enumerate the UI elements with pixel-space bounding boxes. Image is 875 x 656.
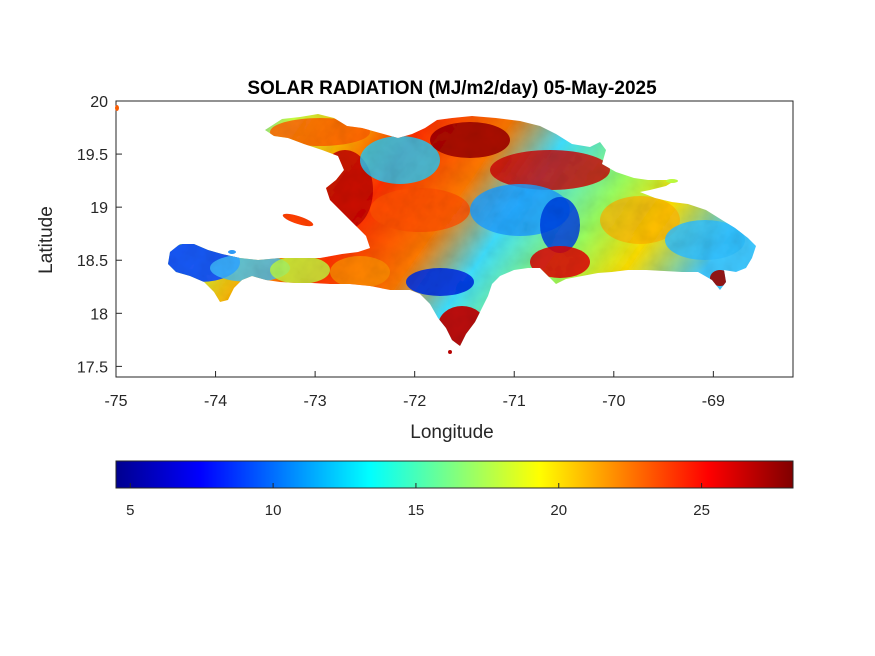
x-tick-label: -73 bbox=[304, 393, 327, 410]
x-tick-label: -70 bbox=[602, 393, 625, 410]
y-axis-label: Latitude bbox=[36, 206, 57, 274]
colorbar-tick-label: 20 bbox=[550, 502, 567, 519]
colorbar-tick-label: 5 bbox=[126, 502, 134, 519]
region-far-east bbox=[665, 220, 745, 260]
y-axis: 17.5 18 18.5 19 19.5 20 bbox=[77, 94, 122, 376]
y-tick-label: 19 bbox=[90, 200, 108, 217]
colorbar-tick-label: 15 bbox=[408, 502, 425, 519]
y-tick-label: 18 bbox=[90, 306, 108, 323]
region-west-south bbox=[210, 254, 290, 282]
region-north-cyan bbox=[360, 136, 440, 184]
y-tick-label: 20 bbox=[90, 94, 108, 111]
x-tick-label: -72 bbox=[403, 393, 426, 410]
y-tick-label: 19.5 bbox=[77, 147, 108, 164]
x-tick-label: -75 bbox=[104, 393, 127, 410]
x-tick-label: -69 bbox=[702, 393, 725, 410]
island-south-speck bbox=[448, 350, 452, 354]
region-northeast-valley bbox=[430, 122, 510, 158]
chart-title: SOLAR RADIATION (MJ/m2/day) 05-May-2025 bbox=[247, 78, 657, 99]
y-tick-label: 17.5 bbox=[77, 359, 108, 376]
x-tick-label: -71 bbox=[503, 393, 526, 410]
region-northeast-band bbox=[490, 150, 610, 190]
island-small-west bbox=[228, 250, 236, 254]
island-corner bbox=[115, 105, 119, 111]
region-northwest-coast-top bbox=[270, 118, 370, 146]
colorbar bbox=[115, 460, 794, 489]
x-axis-label: Longitude bbox=[410, 422, 493, 443]
x-axis: -75 -74 -73 -72 -71 -70 -69 bbox=[104, 371, 725, 410]
region-eastern-plain bbox=[600, 196, 680, 244]
region-central-deep-blue bbox=[540, 197, 580, 253]
island-tortuga-gonave bbox=[282, 213, 314, 227]
colorbar-ticks: 5 10 15 20 25 bbox=[126, 483, 710, 519]
x-tick-label: -74 bbox=[204, 393, 227, 410]
island-northeast-speck bbox=[666, 179, 678, 183]
region-south-yellow bbox=[270, 256, 330, 284]
region-south-orange bbox=[330, 256, 390, 288]
y-tick-label: 18.5 bbox=[77, 253, 108, 270]
colorbar-tick-label: 25 bbox=[693, 502, 710, 519]
region-south-central bbox=[530, 246, 590, 278]
region-central-plateau bbox=[370, 188, 470, 232]
colorbar-tick-label: 10 bbox=[265, 502, 282, 519]
region-southern-ridge bbox=[406, 268, 474, 296]
